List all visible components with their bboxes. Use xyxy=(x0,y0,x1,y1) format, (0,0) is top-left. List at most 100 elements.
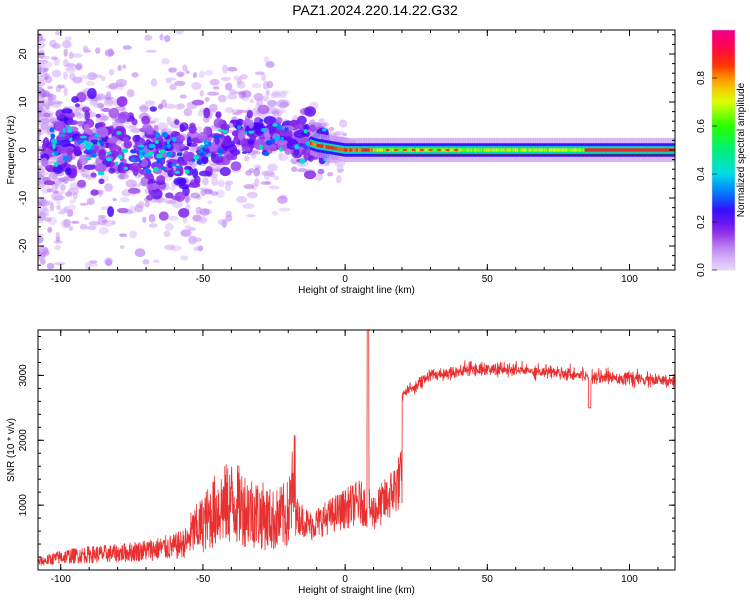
band-core xyxy=(536,148,540,152)
noise-blob xyxy=(336,175,342,184)
noise-blob xyxy=(33,284,44,289)
noise-blob xyxy=(46,85,54,90)
band-core xyxy=(550,148,553,152)
signal-blob xyxy=(188,182,201,188)
band-core xyxy=(652,148,656,152)
signal-blob xyxy=(95,113,101,118)
signal-blob xyxy=(107,137,118,144)
noise-blob xyxy=(75,106,82,114)
band-core xyxy=(492,148,495,152)
band-core xyxy=(381,148,385,152)
band-core xyxy=(504,148,507,152)
noise-blob xyxy=(50,98,58,104)
band-core xyxy=(627,148,630,152)
x-tick-label: -50 xyxy=(196,574,211,585)
noise-blob xyxy=(38,52,42,58)
band-core xyxy=(465,148,468,152)
signal-peak xyxy=(263,151,270,157)
signal-peak xyxy=(161,131,168,138)
signal-blob xyxy=(141,115,151,125)
band-core xyxy=(635,148,639,152)
noise-blob xyxy=(108,68,115,76)
noise-blob xyxy=(122,64,127,70)
noise-blob xyxy=(134,248,146,258)
noise-blob xyxy=(204,97,210,102)
signal-blob xyxy=(158,211,169,221)
signal-peak xyxy=(139,153,144,159)
band-core xyxy=(518,148,521,152)
noise-blob xyxy=(119,197,130,203)
band-core xyxy=(507,148,511,152)
band-core xyxy=(613,148,617,152)
noise-blob xyxy=(161,57,170,65)
noise-blob xyxy=(145,305,149,309)
noise-blob xyxy=(209,78,220,86)
band-core xyxy=(524,148,528,152)
noise-blob xyxy=(243,155,250,162)
band-core xyxy=(560,148,564,152)
x-axis-label: Height of straight line (km) xyxy=(298,585,415,596)
signal-blob xyxy=(84,110,90,121)
colorbar xyxy=(712,30,735,270)
noise-blob xyxy=(265,60,275,68)
band-core xyxy=(318,144,321,148)
chart-title: PAZ1.2024.220.14.22.G32 xyxy=(292,2,458,18)
noise-blob xyxy=(75,62,83,71)
signal-blob xyxy=(77,120,85,127)
band-core xyxy=(632,148,635,152)
signal-peak xyxy=(155,132,161,138)
noise-blob xyxy=(55,231,60,241)
band-core xyxy=(617,148,620,152)
noise-blob xyxy=(174,103,182,110)
signal-blob xyxy=(197,131,208,142)
signal-blob xyxy=(54,120,64,132)
noise-blob xyxy=(159,289,165,297)
signal-peak xyxy=(284,127,289,132)
band-core xyxy=(654,148,658,152)
noise-blob xyxy=(112,198,117,202)
band-core xyxy=(528,148,531,152)
band-core xyxy=(523,148,526,152)
noise-blob xyxy=(278,207,291,212)
noise-blob xyxy=(41,61,53,69)
band-core xyxy=(622,148,625,152)
noise-blob xyxy=(69,30,76,31)
signal-peak xyxy=(67,125,71,129)
signal-peak xyxy=(278,124,283,131)
noise-blob xyxy=(39,245,45,254)
noise-blob xyxy=(46,188,54,193)
noise-blob xyxy=(100,20,109,29)
band-core xyxy=(600,148,603,152)
noise-blob xyxy=(83,49,92,53)
noise-blob xyxy=(266,80,274,89)
signal-blob xyxy=(223,135,230,142)
signal-blob xyxy=(226,152,234,161)
band-core xyxy=(468,148,472,152)
noise-blob xyxy=(245,170,253,176)
noise-blob xyxy=(254,178,260,187)
noise-blob xyxy=(43,75,49,81)
y-tick-label: 1000 xyxy=(18,494,29,517)
noise-blob xyxy=(232,112,242,116)
signal-peak xyxy=(123,166,129,170)
colorbar-tick-label: 0.6 xyxy=(696,119,707,133)
noise-blob xyxy=(278,108,286,114)
signal-peak xyxy=(100,141,105,147)
noise-blob xyxy=(221,64,229,74)
noise-blob xyxy=(62,40,72,49)
band-core xyxy=(581,148,584,152)
noise-blob xyxy=(338,119,348,128)
noise-blob xyxy=(50,56,58,60)
noise-blob xyxy=(202,178,209,184)
signal-peak xyxy=(116,131,122,135)
noise-blob xyxy=(86,197,95,206)
signal-peak xyxy=(114,161,118,166)
noise-blob xyxy=(41,12,52,21)
signal-blob xyxy=(203,107,211,119)
noise-blob xyxy=(229,89,237,95)
signal-peak xyxy=(119,162,124,166)
band-core xyxy=(332,146,335,150)
band-core xyxy=(356,148,359,152)
noise-blob xyxy=(236,195,248,204)
noise-blob xyxy=(49,202,55,212)
